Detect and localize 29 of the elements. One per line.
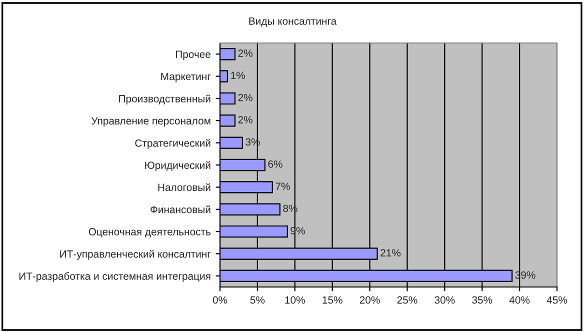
x-tick-label: 35%	[472, 296, 492, 304]
data-label: 2%	[238, 50, 252, 57]
y-tick-label: Производственный	[119, 94, 210, 104]
data-label: 2%	[238, 116, 252, 124]
y-tick-label: Прочее	[176, 50, 211, 60]
data-label: 2%	[238, 94, 252, 102]
chart-title: Виды консалтинга	[249, 18, 337, 27]
x-tick-label: 25%	[397, 296, 418, 304]
y-tick-label: Налоговый	[158, 183, 210, 192]
data-label: 6%	[268, 160, 282, 168]
x-tick-label: 20%	[360, 296, 380, 304]
x-tick-label: 0%	[212, 296, 228, 304]
x-tick-label: 45%	[546, 296, 568, 304]
y-tick-label: Стратегический	[135, 138, 210, 149]
data-label: 7%	[276, 182, 290, 190]
y-tick-label: ИТ-разработка и системная интеграция	[19, 272, 210, 282]
x-tick-label: 15%	[322, 296, 342, 304]
y-tick-label: Маркетинг	[161, 72, 211, 82]
y-tick-label: Финансовый	[150, 205, 210, 214]
x-tick-label: 10%	[285, 296, 305, 304]
data-label: 21%	[380, 249, 401, 256]
y-tick-label: Оценочная деятельность	[88, 228, 211, 238]
x-tick-label: 40%	[509, 296, 530, 304]
x-tick-label: 30%	[434, 296, 455, 304]
y-tick-label: ИТ-управленческий консалтинг	[60, 250, 211, 260]
y-tick-label: Управление персоналом	[91, 117, 210, 127]
y-tick-label: Юридический	[145, 161, 210, 172]
x-tick-label: 5%	[250, 296, 265, 304]
data-label: 1%	[231, 72, 245, 80]
